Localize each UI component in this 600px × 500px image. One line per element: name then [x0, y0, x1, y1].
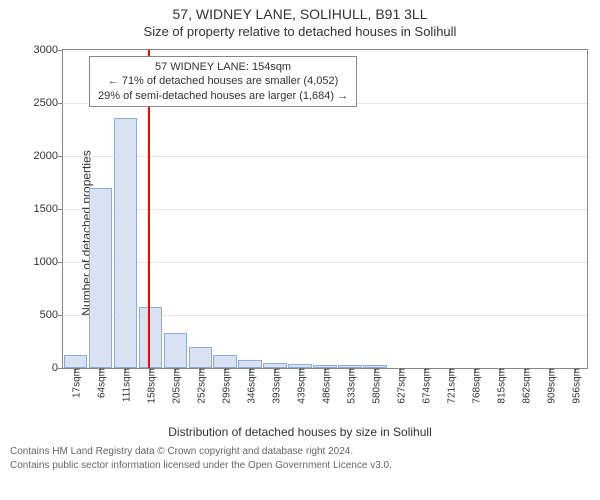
histogram-bar	[189, 347, 212, 368]
x-tick-label: 486sqm	[318, 368, 333, 404]
y-tick-label: 1500	[34, 203, 63, 215]
x-tick-label: 346sqm	[243, 368, 258, 404]
annotation-line: ← 71% of detached houses are smaller (4,…	[98, 74, 348, 88]
y-tick-label: 3000	[34, 44, 63, 56]
attribution-text: Contains HM Land Registry data © Crown c…	[0, 439, 600, 476]
x-tick-label: 439sqm	[293, 368, 308, 404]
grid-line	[63, 156, 587, 157]
histogram-bar	[64, 355, 87, 368]
x-tick-label: 111sqm	[118, 368, 133, 402]
x-tick-label: 909sqm	[542, 368, 557, 404]
x-axis-label: Distribution of detached houses by size …	[0, 425, 600, 439]
attribution-line-2: Contains public sector information licen…	[10, 459, 590, 473]
x-tick-label: 393sqm	[268, 368, 283, 404]
x-tick-label: 252sqm	[193, 368, 208, 404]
histogram-bar	[139, 307, 162, 368]
chart-area: Number of detached properties 0500100015…	[0, 43, 600, 423]
y-tick-label: 500	[40, 309, 63, 321]
x-tick-label: 158sqm	[143, 368, 158, 404]
annotation-line: 29% of semi-detached houses are larger (…	[98, 89, 348, 103]
y-tick-label: 2500	[34, 97, 63, 109]
annotation-line: 57 WIDNEY LANE: 154sqm	[98, 60, 348, 74]
histogram-bar	[89, 188, 112, 368]
histogram-bar	[238, 360, 261, 368]
x-tick-label: 533sqm	[342, 368, 357, 404]
y-tick-label: 2000	[34, 150, 63, 162]
y-tick-label: 1000	[34, 256, 63, 268]
x-tick-label: 17sqm	[68, 368, 83, 398]
x-tick-label: 64sqm	[93, 368, 108, 398]
x-tick-label: 205sqm	[168, 368, 183, 404]
x-tick-label: 580sqm	[367, 368, 382, 404]
histogram-bar	[114, 118, 137, 368]
annotation-box: 57 WIDNEY LANE: 154sqm← 71% of detached …	[89, 56, 357, 107]
chart-main-title: 57, WIDNEY LANE, SOLIHULL, B91 3LL	[0, 0, 600, 22]
x-tick-label: 768sqm	[467, 368, 482, 404]
x-tick-label: 862sqm	[517, 368, 532, 404]
x-tick-label: 674sqm	[417, 368, 432, 404]
attribution-line-1: Contains HM Land Registry data © Crown c…	[10, 445, 590, 459]
grid-line	[63, 262, 587, 263]
x-tick-label: 627sqm	[392, 368, 407, 404]
plot-area: 05001000150020002500300017sqm64sqm111sqm…	[62, 49, 588, 369]
grid-line	[63, 209, 587, 210]
histogram-bar	[164, 333, 187, 368]
x-tick-label: 815sqm	[492, 368, 507, 404]
y-tick-label: 0	[52, 362, 63, 374]
x-tick-label: 721sqm	[442, 368, 457, 404]
x-tick-label: 956sqm	[567, 368, 582, 404]
x-tick-label: 299sqm	[218, 368, 233, 404]
histogram-bar	[213, 355, 236, 368]
chart-subtitle: Size of property relative to detached ho…	[0, 22, 600, 43]
